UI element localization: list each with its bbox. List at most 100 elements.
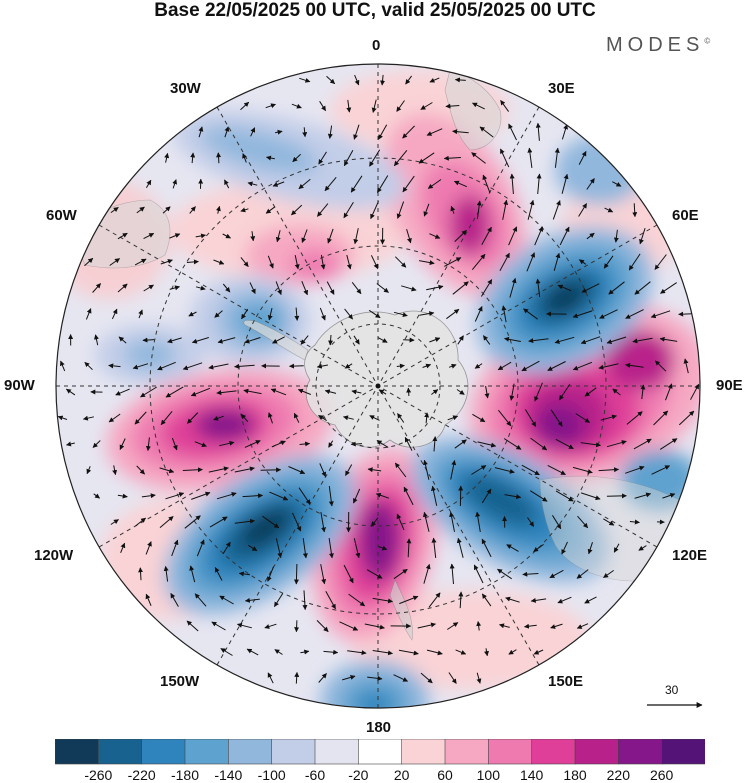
wind-arrow [406,228,412,244]
wind-arrow [659,336,678,342]
wind-arrow [634,281,651,295]
wind-arrow [117,493,128,499]
wind-arrow [446,308,460,320]
wind-arrow [557,596,572,604]
wind-arrow [481,538,492,558]
wind-arrow [662,492,676,499]
wind-arrow [547,464,566,476]
lon-label-150w: 150W [160,673,200,690]
wind-vectors [57,74,700,684]
wind-arrow [213,259,225,265]
colorbar-swatch [531,739,576,765]
wind-arrow [320,254,326,270]
wind-arrow [521,464,540,476]
wind-arrow [599,309,618,319]
wind-arrow [449,511,455,532]
wind-arrow [417,622,436,629]
wind-arrow [559,226,570,246]
wind-arrow [244,337,261,344]
wind-arrow [476,621,482,631]
wind-arrow [369,149,381,167]
wind-arrow [432,436,438,452]
wind-arrow [431,537,437,558]
wind-arrow [189,565,196,583]
wind-arrow [527,199,535,220]
wind-arrow [240,257,249,267]
wind-arrow [555,438,574,450]
wind-arrow [112,465,118,476]
wind-arrow [445,103,460,109]
colorbar-swatch [314,739,360,765]
wind-arrow [367,675,383,681]
colorbar-tick-label: -260 [84,767,113,783]
wind-arrow [606,336,627,345]
wind-arrow [640,384,646,400]
wind-arrow [423,203,430,217]
colorbar-tick-label: -180 [170,767,200,783]
wind-arrow [430,485,438,506]
wind-arrow [420,102,433,110]
colorbar-tick-label: -60 [304,767,326,783]
wind-arrow [522,571,539,577]
wind-arrow [422,511,430,532]
wind-arrow [498,409,512,427]
wind-arrow [240,101,250,111]
wind-arrow [213,415,224,421]
wind-arrow [398,649,419,656]
wind-arrow [316,620,329,632]
wind-arrow [651,465,671,475]
wind-arrow [343,415,354,421]
wind-arrow [376,175,389,193]
wind-arrow [217,337,236,344]
wind-arrow [448,672,457,684]
colorbar-swatch [488,739,533,765]
brand-mark: © [704,36,711,46]
wind-arrow [524,409,537,427]
wind-arrow [494,467,515,474]
wind-arrow [500,148,510,168]
wind-arrow [424,412,430,424]
wind-arrow [372,650,393,656]
wind-arrow [208,363,229,370]
wind-arrow [344,363,353,369]
wind-arrow [118,336,127,344]
wind-arrow [292,153,301,163]
colorbar-swatch [618,739,663,765]
wind-arrow [136,206,145,214]
wind-arrow [247,181,258,187]
wind-arrow [294,307,300,321]
wind-arrow [267,672,274,684]
wind-arrow [578,203,588,217]
wind-arrow [376,283,389,293]
wind-arrow [93,493,101,499]
anomaly-field [56,64,700,708]
wind-arrow [294,254,300,270]
wind-arrow [244,597,260,603]
wind-arrow [219,595,234,605]
wind-arrow [555,490,574,502]
wind-arrow [186,259,199,265]
colorbar-swatch [228,739,273,765]
wind-arrow [551,515,562,530]
wind-arrow [275,230,281,243]
wind-arrow [145,437,151,452]
lon-label-150e: 150E [548,673,584,690]
wind-arrow [406,387,412,396]
wind-arrow [429,337,441,343]
wind-arrow [160,410,173,426]
wind-arrow [402,125,415,139]
lon-label-90w: 90W [4,377,35,394]
wind-arrow [422,363,432,369]
wind-arrow [343,564,354,584]
wind-arrow [472,413,486,423]
wind-arrow [222,283,231,293]
wind-arrow [240,413,249,423]
wind-arrow [577,515,589,529]
wind-arrow [499,252,510,272]
wind-arrow [214,567,223,581]
lon-label-120w: 120W [34,547,74,564]
wind-arrow [184,515,201,529]
wind-arrow [108,363,121,369]
wind-arrow [683,358,689,374]
wind-arrow [351,389,362,395]
